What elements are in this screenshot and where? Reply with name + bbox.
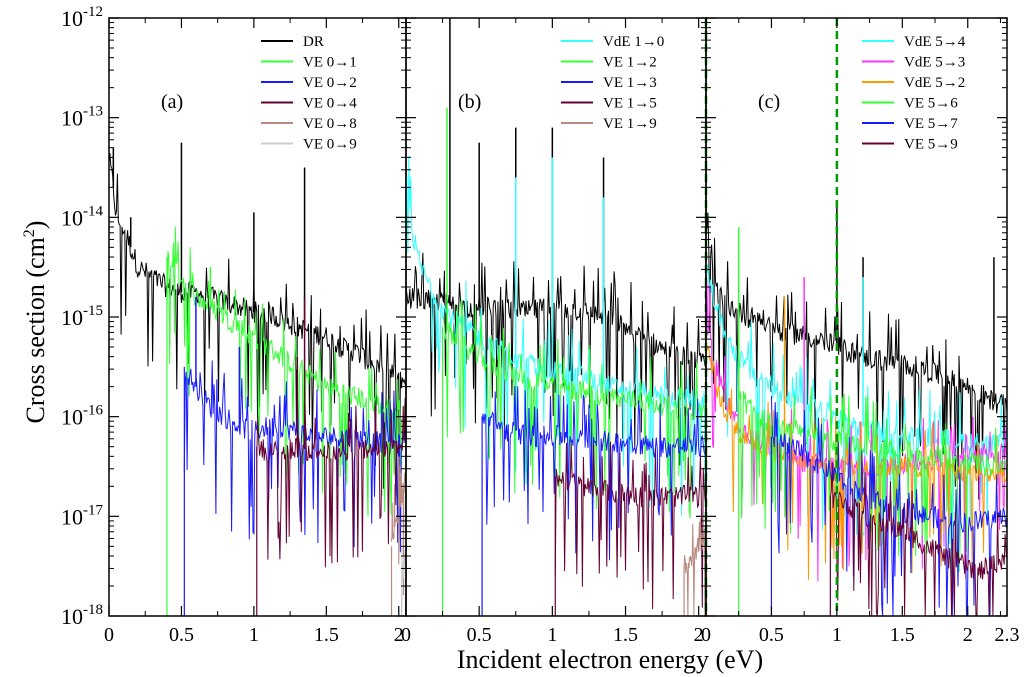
legend-entry: VdE 5→3 (904, 55, 965, 71)
series-vde-5-4 (706, 264, 1007, 545)
legend-entry: VdE 1→0 (603, 34, 664, 50)
legend-entry: VE 5→7 (904, 116, 958, 132)
x-tick-label: 1.5 (314, 624, 339, 646)
x-tick-label: 2 (963, 624, 973, 646)
series-line (442, 299, 706, 519)
y-axis-label: Cross section (cm2) (21, 221, 50, 424)
x-tick-label: 1 (547, 624, 557, 646)
series-line (183, 360, 406, 553)
series-line (481, 385, 706, 561)
series-ve-5-9 (829, 462, 1007, 616)
legend-entry: VdE 5→4 (904, 34, 966, 50)
y-tick-label: 10-16 (61, 403, 103, 430)
legend-entry: VE 5→9 (904, 137, 958, 153)
legend-entry: VE 0→1 (303, 55, 357, 71)
x-tick-label: 0 (701, 624, 711, 646)
legend: VdE 5→4 VdE 5→3 VdE 5→2 VE 5→6 VE 5→7 VE 5→9 (862, 34, 966, 153)
series-ve-0-2 (183, 297, 406, 616)
y-tick-label: 10-14 (61, 203, 103, 230)
panel-b: 0 0.5 1 1.5 2 (b) VdE 1→0 VE 1→2 VE 1→3 VE 1→5 VE … (401, 17, 708, 646)
series-line (401, 538, 406, 616)
series-line (738, 387, 1007, 576)
series-ve-1-2 (441, 107, 706, 616)
x-tick-label: 1 (832, 624, 842, 646)
legend-entry: DR (303, 34, 324, 50)
x-tick-label: 2 (694, 624, 704, 646)
series-ve-1-3 (481, 385, 706, 616)
y-tick-label: 10-17 (61, 502, 103, 529)
x-tick-label: 0.5 (467, 624, 492, 646)
y-tick-label: 10-12 (61, 4, 103, 31)
series-line (829, 462, 1007, 616)
x-tick-label: 0.5 (169, 624, 194, 646)
series-line (256, 398, 406, 568)
y-tick-label: 10-18 (61, 602, 103, 629)
x-tick-label: 2 (394, 624, 404, 646)
legend-entry: VE 0→9 (303, 137, 357, 153)
legend-entry: VE 0→2 (303, 75, 357, 91)
legend-entry: VdE 5→2 (904, 75, 965, 91)
series-line (406, 155, 706, 516)
panel-series (706, 207, 1007, 616)
panel-series (406, 18, 706, 616)
series-ve-5-6 (737, 227, 1007, 616)
series-ve-0-8 (390, 456, 406, 616)
x-tick-label: 1.5 (890, 624, 915, 646)
legend-entry: VE 0→8 (303, 116, 357, 132)
x-tick-label: 0 (104, 624, 114, 646)
panel-label: (c) (758, 91, 780, 113)
x-tick-label: 1.5 (613, 624, 638, 646)
series-vde-1-0 (406, 155, 706, 516)
y-axis-label-main: Cross section (cm (21, 237, 50, 423)
panels: 0 0.5 1 1.5 2 10-18 10-17 10-16 10-15 10-14 10-13 1… (61, 4, 1020, 646)
series-line (406, 252, 706, 473)
panel-c: 0 0.5 1 1.5 2 2.3 (c) VdE 5→4 VdE 5→3 VdE 5→2 VE 5… (701, 17, 1020, 646)
x-tick-label: 0.5 (759, 624, 784, 646)
y-axis-label-close: ) (21, 221, 50, 230)
x-axis-label: Incident electron energy (eV) (457, 645, 763, 674)
x-tick-label: 2.3 (995, 624, 1020, 646)
series-line (706, 212, 1007, 500)
legend: VdE 1→0 VE 1→2 VE 1→3 VE 1→5 VE 1→9 (561, 34, 664, 132)
panel-label: (b) (458, 91, 481, 113)
x-tick-label: 0 (401, 624, 411, 646)
y-tick-label: 10-13 (61, 104, 103, 131)
series-line (166, 226, 406, 517)
panel-series (109, 142, 406, 616)
legend-entry: VE 1→2 (603, 55, 657, 71)
panel-label: (a) (161, 91, 183, 113)
y-axis-label-sup: 2 (21, 229, 38, 237)
legend-entry: VE 1→9 (603, 116, 657, 132)
series-ve-0-1 (166, 226, 406, 616)
series-ve-0-4 (256, 297, 406, 616)
legend-entry: VE 1→3 (603, 75, 657, 91)
legend-entry: VE 5→6 (904, 96, 958, 112)
legend-entry: VE 0→4 (303, 96, 357, 112)
panel-a: 0 0.5 1 1.5 2 10-18 10-17 10-16 10-15 10-14 10-13 1… (61, 4, 407, 646)
y-tick-label: 10-15 (61, 303, 103, 330)
series-line (554, 441, 706, 610)
legend: DR VE 0→1 VE 0→2 VE 0→4 VE 0→8 VE 0→9 (261, 34, 357, 153)
x-tick-label: 1 (249, 624, 259, 646)
legend-entry: VE 1→5 (603, 96, 657, 112)
series-ve-1-5 (554, 441, 706, 616)
series-line (706, 264, 1007, 545)
series-ve-0-9 (401, 538, 406, 616)
